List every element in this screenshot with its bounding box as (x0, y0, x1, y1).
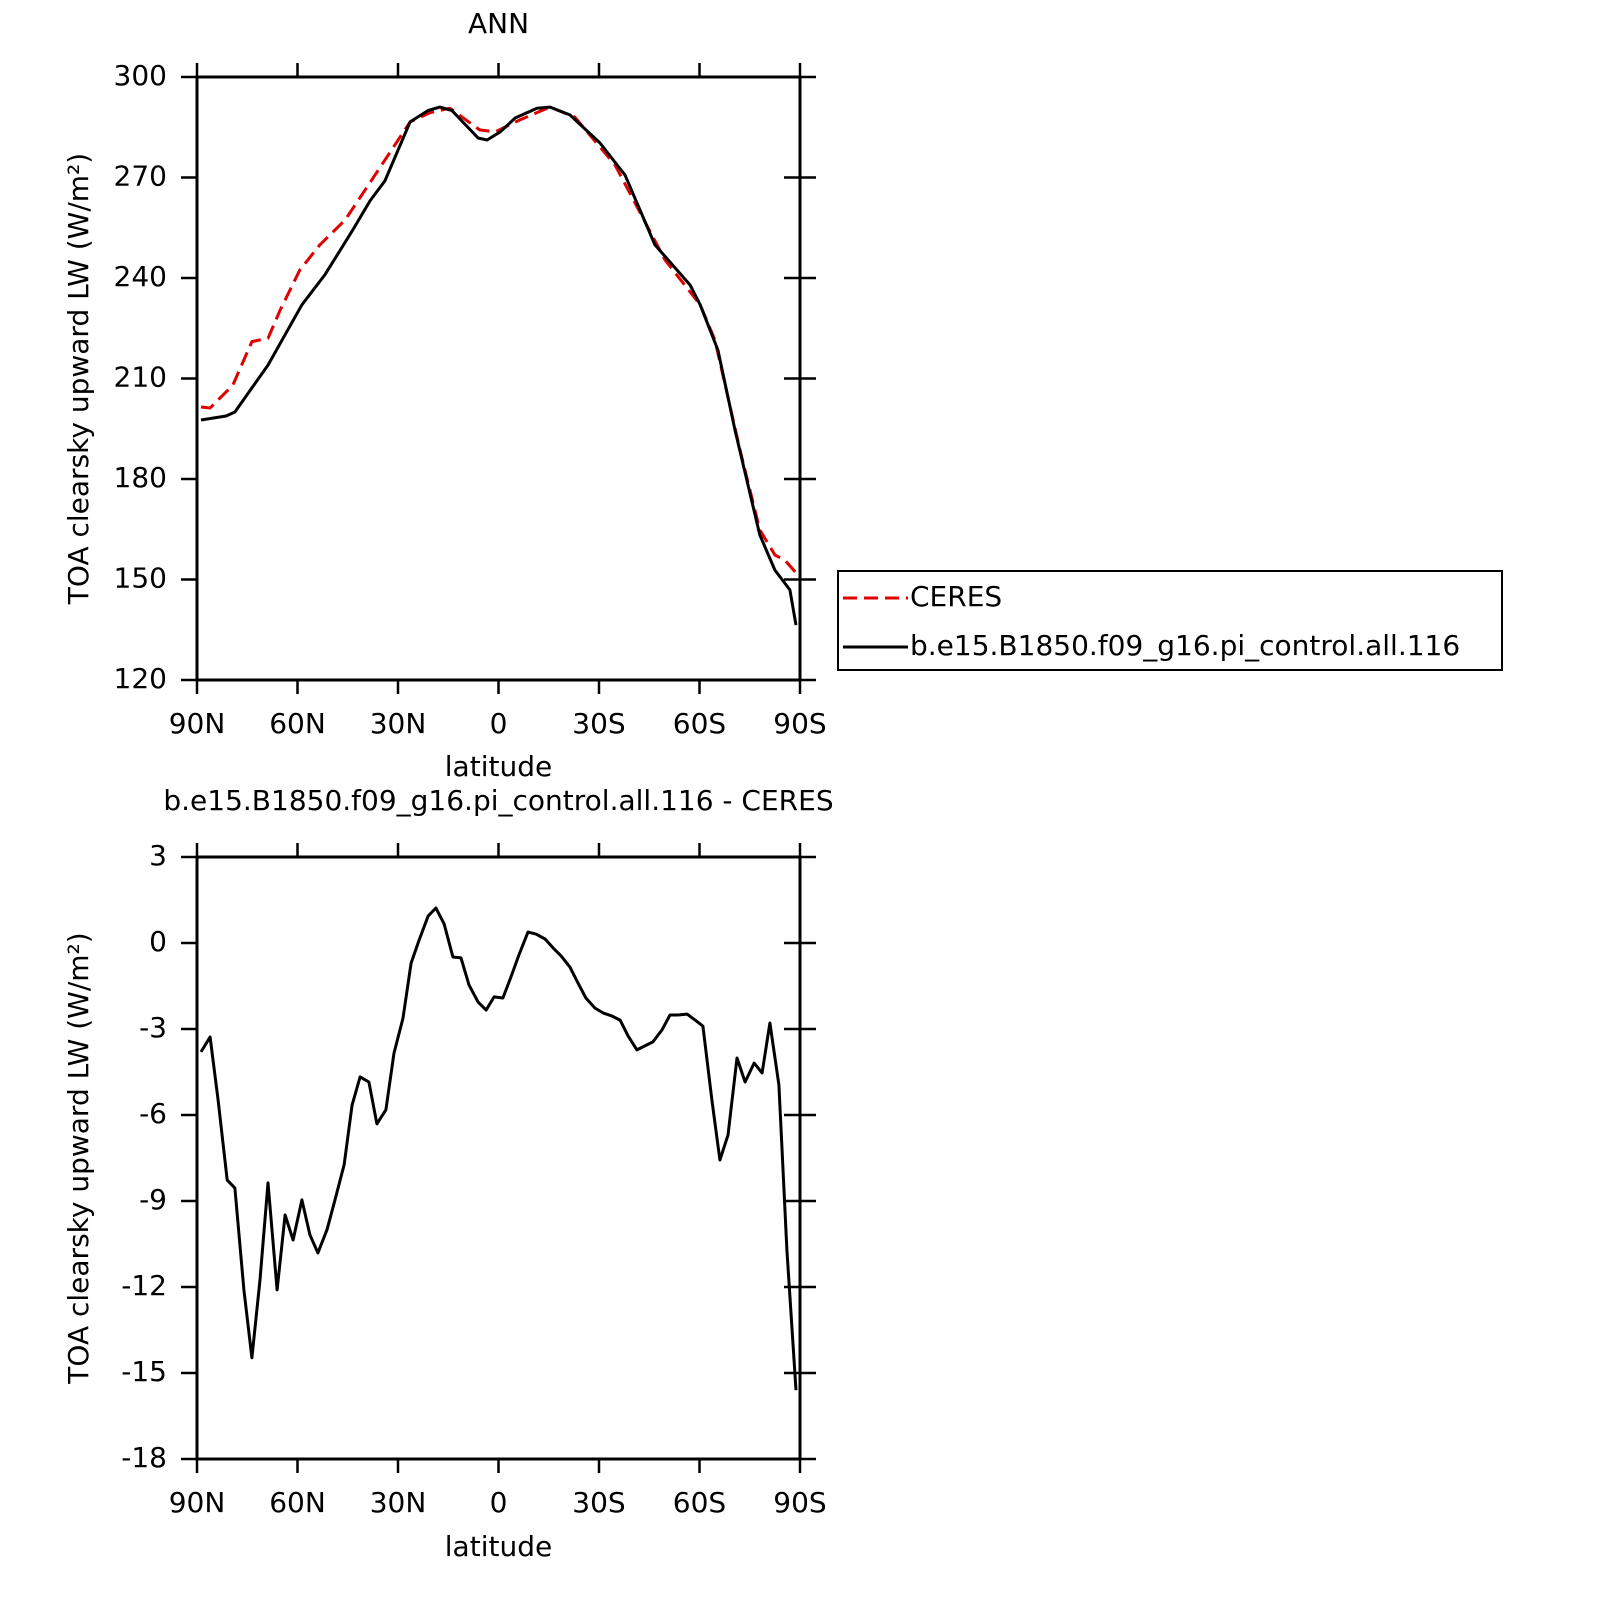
x-tick-label: 60N (269, 1486, 326, 1519)
x-tick-label: 60S (673, 1486, 726, 1519)
x-axis-label: latitude (445, 1530, 552, 1563)
x-tick-label: 30S (572, 707, 625, 740)
x-tick-label: 0 (490, 707, 508, 740)
data-line (199, 906, 798, 1391)
x-axis-label: latitude (445, 750, 552, 783)
y-axis-label: TOA clearsky upward LW (W/m²) (62, 932, 95, 1384)
x-tick-label: 90N (169, 707, 226, 740)
y-tick-label: -6 (139, 1097, 167, 1130)
x-tick-label: 90S (773, 1486, 826, 1519)
legend-label: b.e15.B1850.f09_g16.pi_control.all.116 (910, 629, 1460, 662)
plot-frame (195, 855, 802, 1461)
y-tick-label: -9 (139, 1183, 167, 1216)
y-tick-label: 180 (114, 461, 167, 494)
y-tick-label: 0 (149, 925, 167, 958)
y-tick-label: 150 (114, 562, 167, 595)
y-tick-label: -15 (121, 1355, 167, 1388)
x-tick-label: 90N (169, 1486, 226, 1519)
x-tick-label: 60N (269, 707, 326, 740)
plot-frame (195, 75, 802, 682)
y-tick-label: -12 (121, 1269, 167, 1302)
x-tick-label: 0 (490, 1486, 508, 1519)
y-tick-label: 270 (114, 160, 167, 193)
legend-label: CERES (910, 580, 1002, 613)
data-line (200, 105, 800, 577)
y-axis-label: TOA clearsky upward LW (W/m²) (62, 153, 95, 605)
y-tick-label: 300 (114, 59, 167, 92)
legend-box (837, 570, 1503, 671)
data-line (200, 105, 798, 626)
x-tick-label: 90S (773, 707, 826, 740)
x-tick-label: 30N (370, 1486, 427, 1519)
y-tick-label: 120 (114, 662, 167, 695)
y-tick-label: 210 (114, 361, 167, 394)
y-tick-label: -18 (121, 1441, 167, 1474)
x-tick-label: 30N (370, 707, 427, 740)
x-tick-label: 60S (673, 707, 726, 740)
x-tick-label: 30S (572, 1486, 625, 1519)
chart-title: ANN (468, 7, 529, 40)
chart-title: b.e15.B1850.f09_g16.pi_control.all.116 -… (163, 784, 833, 817)
y-tick-label: 240 (114, 260, 167, 293)
y-tick-label: -3 (139, 1011, 167, 1044)
y-tick-label: 3 (149, 839, 167, 872)
